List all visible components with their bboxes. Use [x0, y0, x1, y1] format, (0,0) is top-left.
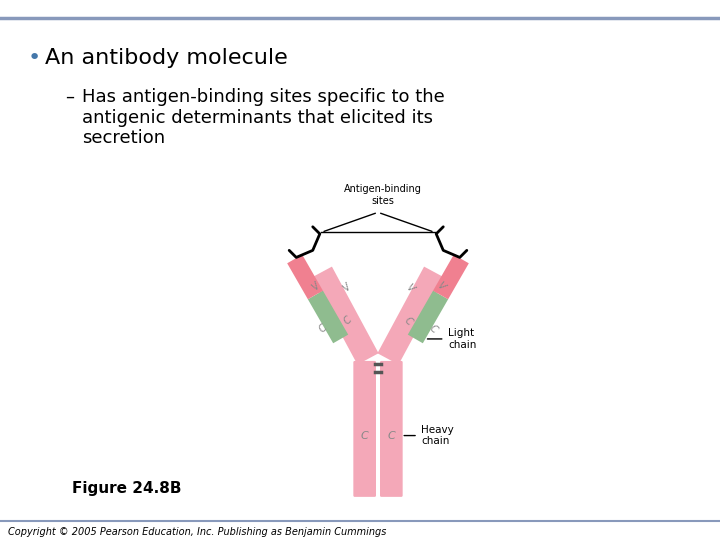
- Text: V: V: [310, 280, 321, 292]
- FancyBboxPatch shape: [380, 361, 402, 497]
- Text: C: C: [342, 315, 354, 327]
- Text: Light
chain: Light chain: [448, 328, 477, 350]
- Text: V: V: [403, 282, 415, 294]
- Text: C: C: [317, 323, 328, 335]
- Polygon shape: [311, 267, 379, 364]
- Text: V: V: [341, 282, 353, 294]
- Text: An antibody molecule: An antibody molecule: [45, 48, 288, 68]
- Polygon shape: [433, 255, 469, 299]
- Text: V: V: [435, 280, 446, 292]
- Text: Has antigen-binding sites specific to the
antigenic determinants that elicited i: Has antigen-binding sites specific to th…: [82, 88, 445, 147]
- Text: Figure 24.8B: Figure 24.8B: [72, 481, 181, 496]
- Polygon shape: [287, 255, 323, 299]
- FancyBboxPatch shape: [354, 361, 376, 497]
- Text: C: C: [402, 315, 414, 327]
- Text: Heavy
chain: Heavy chain: [421, 425, 454, 447]
- Text: –: –: [65, 88, 74, 106]
- Text: C: C: [361, 430, 369, 441]
- Text: C: C: [428, 323, 439, 335]
- Text: Copyright © 2005 Pearson Education, Inc. Publishing as Benjamin Cummings: Copyright © 2005 Pearson Education, Inc.…: [8, 527, 387, 537]
- Polygon shape: [377, 267, 445, 364]
- Text: C: C: [387, 430, 395, 441]
- Polygon shape: [408, 291, 448, 343]
- Text: Antigen-binding
sites: Antigen-binding sites: [344, 184, 422, 206]
- Polygon shape: [308, 291, 348, 343]
- Text: •: •: [28, 48, 41, 68]
